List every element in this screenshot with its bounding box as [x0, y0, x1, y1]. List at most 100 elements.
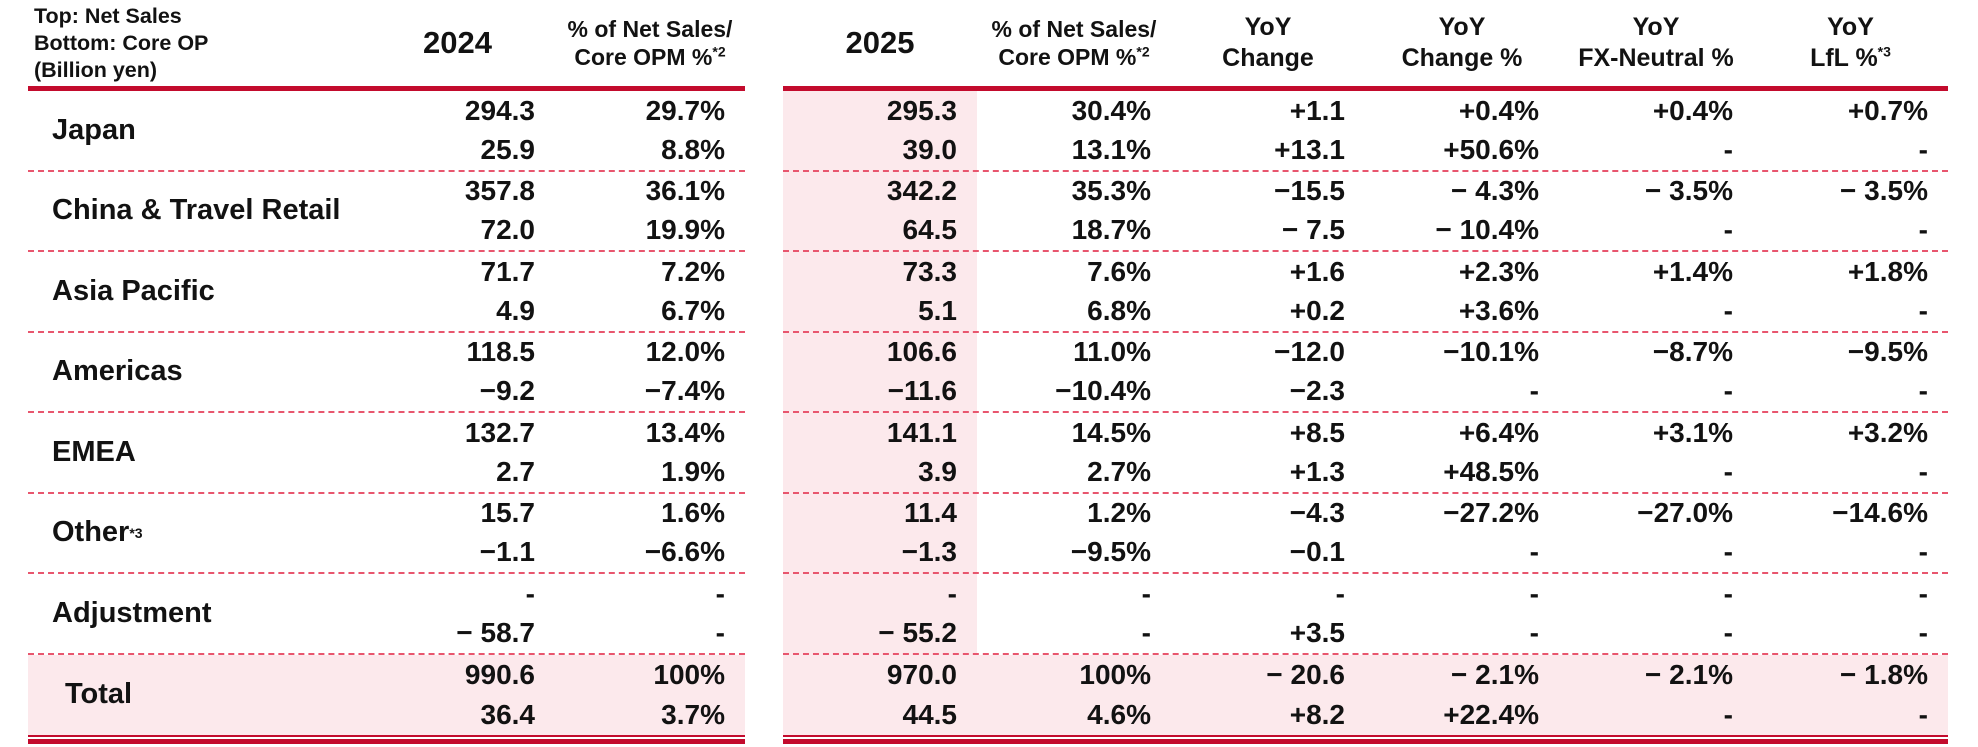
row-total: Total 990.6 36.4 100% 3.7% [28, 654, 745, 736]
value-cell: 106.6 −11.6 [783, 333, 977, 412]
core-op-value: +13.1 [1274, 133, 1345, 165]
net-sales-value: 100% [1079, 658, 1151, 690]
core-op-value: - [1529, 375, 1539, 407]
value-cell: 132.7 2.7 [360, 413, 555, 492]
row-label: Americas [28, 333, 360, 412]
net-sales-value: 100% [653, 658, 725, 690]
net-sales-value: - [715, 577, 725, 609]
value-cell: − 20.6 +8.2 [1171, 655, 1365, 736]
row-emea-yoy: 141.1 3.9 14.5% 2.7% +8.5 +1.3 +6.4% +48.5% +3.1… [783, 413, 1948, 494]
net-sales-value: +1.4% [1652, 255, 1733, 287]
net-sales-value: −14.6% [1832, 497, 1928, 529]
col-header-yoy-lfl: YoY LfL %*3 [1753, 12, 1948, 74]
net-sales-value: −10.1% [1443, 336, 1539, 368]
fy2025-highlight-band [783, 91, 977, 735]
value-cell: 11.0% −10.4% [977, 333, 1171, 412]
net-sales-value: +3.1% [1652, 416, 1733, 448]
row-china-travel-retail: China & Travel Retail 357.8 72.0 36.1% 19.9% [28, 172, 745, 252]
net-sales-value: +1.1 [1289, 94, 1345, 126]
row-label: Other *3 [52, 516, 143, 549]
core-op-value: 3.7% [661, 698, 725, 730]
value-cell: 36.1% 19.9% [555, 172, 745, 251]
net-sales-value: 141.1 [886, 416, 957, 448]
value-cell: −15.5 − 7.5 [1171, 172, 1365, 251]
value-cell: −10.1% - [1365, 333, 1559, 412]
value-cell: - − 58.7 [360, 574, 555, 653]
table-note: Top: Net Sales Bottom: Core OP (Billion … [28, 3, 360, 84]
net-sales-value: +0.7% [1847, 94, 1928, 126]
net-sales-value: 30.4% [1071, 94, 1151, 126]
value-cell: 1.2% −9.5% [977, 494, 1171, 573]
value-cell: −27.2% - [1365, 494, 1559, 573]
net-sales-value: 1.2% [1087, 497, 1151, 529]
core-op-value: +50.6% [1443, 133, 1539, 165]
value-cell: -- [555, 574, 745, 653]
value-cell: 990.6 36.4 [360, 655, 555, 736]
core-op-value: −11.6 [887, 375, 957, 407]
core-op-value: − 10.4% [1435, 214, 1539, 246]
core-op-value: - [1723, 375, 1733, 407]
net-sales-value: 73.3 [902, 255, 958, 287]
yoy-line1: YoY [1632, 13, 1680, 41]
value-cell: 29.7% 8.8% [555, 91, 745, 170]
core-op-value: −7.4% [644, 375, 725, 407]
value-cell: 1.6% −6.6% [555, 494, 745, 573]
core-op-value: 4.6% [1087, 698, 1151, 730]
value-cell: -- [977, 574, 1171, 653]
core-op-value: - [1529, 616, 1539, 648]
value-cell: 14.5% 2.7% [977, 413, 1171, 492]
note-line-2: Bottom: Core OP [34, 30, 209, 55]
net-sales-value: 35.3% [1071, 175, 1151, 207]
col-header-yoy-change: YoY Change [1171, 12, 1365, 74]
yoy-line2: LfL %*3 [1810, 43, 1891, 74]
core-op-value: - [1918, 294, 1928, 326]
pct-header-line2: Core OPM %*2 [574, 43, 725, 71]
net-sales-value: 12.0% [645, 336, 725, 368]
row-adjustment: Adjustment - − 58.7- - [28, 574, 745, 655]
core-op-value: 3.9 [918, 455, 957, 487]
value-cell: − 3.5% - [1559, 172, 1753, 251]
core-op-value: - [1918, 214, 1928, 246]
row-label: Japan [28, 91, 360, 170]
net-sales-value: − 2.1% [1451, 658, 1539, 690]
value-cell: 15.7 −1.1 [360, 494, 555, 573]
net-sales-value: +1.8% [1847, 255, 1928, 287]
col-header-2025: 2025 [845, 25, 915, 60]
core-op-value: +3.6% [1458, 294, 1539, 326]
net-sales-value: - [1141, 577, 1151, 609]
yoy-line1: YoY [1438, 13, 1486, 41]
net-sales-value: 1.6% [661, 497, 725, 529]
core-op-value: - [1918, 133, 1928, 165]
right-section: 2025 % of Net Sales/ Core OPM %*2 YoY Ch… [783, 0, 1948, 744]
right-header-row: 2025 % of Net Sales/ Core OPM %*2 YoY Ch… [783, 0, 1948, 91]
value-cell: 12.0% −7.4% [555, 333, 745, 412]
footnote-ref-3: *3 [1877, 43, 1891, 60]
value-cell: -- [1365, 574, 1559, 653]
net-sales-value: 106.6 [886, 336, 957, 368]
value-cell: +0.7% - [1753, 91, 1948, 170]
row-china-travel-retail-yoy: 342.2 64.5 35.3% 18.7% −15.5 − 7.5 − 4.3% − 10.… [783, 172, 1948, 252]
value-cell: − 2.1% - [1559, 655, 1753, 736]
row-label-text: EMEA [52, 435, 136, 468]
value-cell: +6.4% +48.5% [1365, 413, 1559, 492]
value-cell: -- [1559, 574, 1753, 653]
core-op-value: −1.3 [901, 536, 957, 568]
core-op-value: - [1529, 536, 1539, 568]
net-sales-value: +6.4% [1458, 416, 1539, 448]
value-cell: 73.3 5.1 [783, 252, 977, 331]
pct-header-line1: % of Net Sales/ [991, 16, 1157, 42]
core-op-value: 8.8% [661, 133, 725, 165]
core-op-value: 64.5 [902, 214, 958, 246]
core-op-value: +3.5 [1289, 616, 1345, 648]
value-cell: −14.6% - [1753, 494, 1948, 573]
row-asia-pacific-yoy: 73.3 5.1 7.6% 6.8% +1.6 +0.2 +2.3% +3.6% +1.4% - +… [783, 252, 1948, 333]
core-op-value: 6.8% [1087, 294, 1151, 326]
row-emea: EMEA 132.7 2.7 13.4% 1.9% [28, 413, 745, 494]
net-sales-value: 118.5 [466, 336, 535, 368]
net-sales-value: 342.2 [886, 175, 957, 207]
core-op-value: - [1723, 294, 1733, 326]
core-op-value: - [1918, 455, 1928, 487]
core-op-value: - [1918, 375, 1928, 407]
value-cell: 100% 4.6% [977, 655, 1171, 736]
value-cell: −9.5% - [1753, 333, 1948, 412]
